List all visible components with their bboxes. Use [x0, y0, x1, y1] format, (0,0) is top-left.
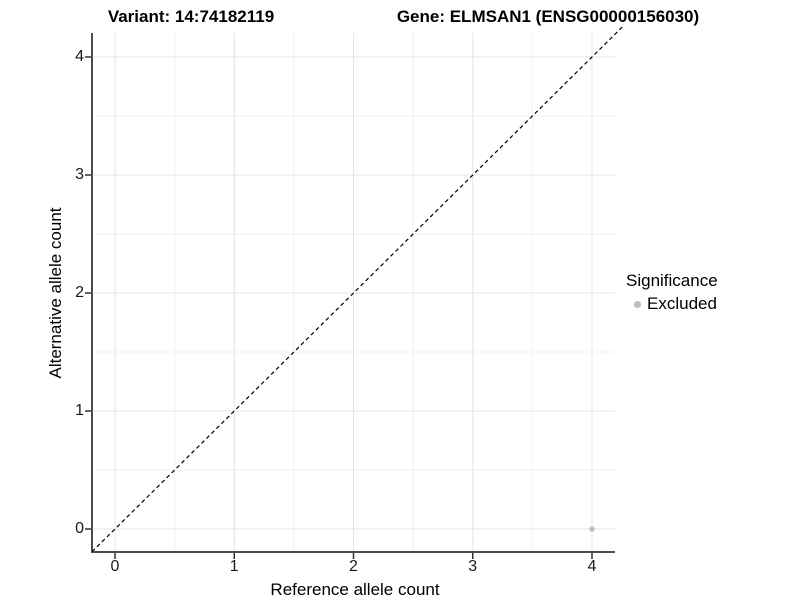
identity-reference-line: [91, 24, 625, 553]
y-tick-label: 4: [75, 48, 84, 65]
x-tick-label: 1: [229, 558, 239, 575]
x-tick-label: 3: [468, 558, 478, 575]
y-tick-label: 2: [75, 284, 84, 301]
legend-item-label: Excluded: [647, 294, 717, 313]
x-axis-label: Reference allele count: [270, 580, 440, 599]
plot-title-variant: Variant: 14:74182119: [107, 7, 275, 26]
plot-title-gene: Gene: ELMSAN1 (ENSG00000156030): [396, 7, 700, 26]
x-tick-label: 4: [587, 558, 597, 575]
y-tick-label: 3: [75, 166, 84, 183]
legend-point-icon: [634, 300, 641, 308]
legend-item-excluded: Excluded: [626, 294, 718, 314]
x-tick-label: 2: [349, 558, 358, 575]
x-tick-label: 0: [110, 558, 120, 575]
y-tick-label: 0: [75, 520, 84, 537]
data-point: [589, 526, 595, 532]
legend: Significance Excluded: [626, 271, 718, 314]
legend-title: Significance: [626, 271, 718, 290]
y-tick-label: 1: [75, 402, 84, 419]
